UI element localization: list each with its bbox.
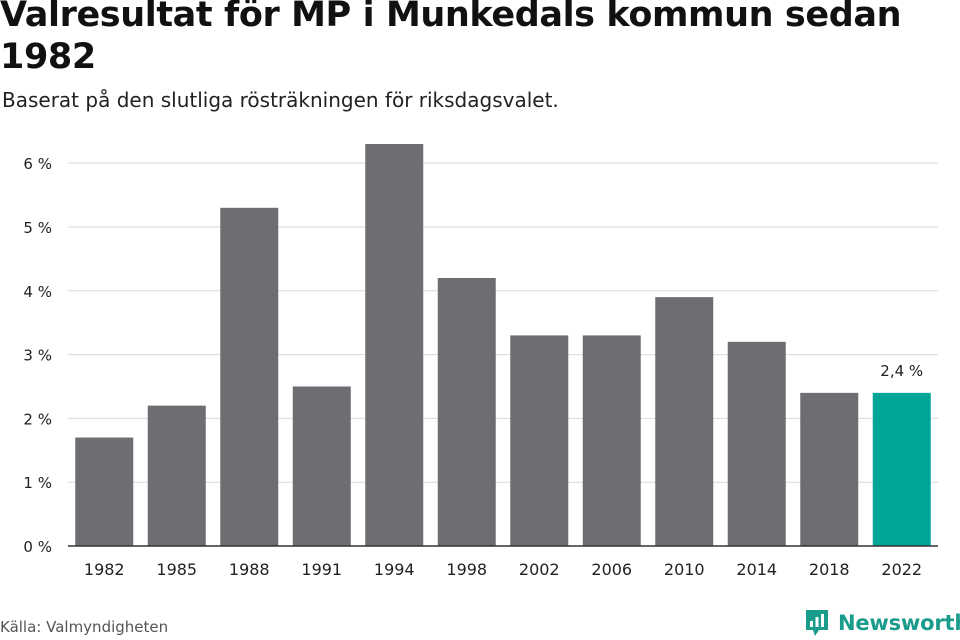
- bar-1982: [75, 437, 134, 546]
- bar-1994: [365, 144, 424, 546]
- y-tick-label: 6 %: [23, 155, 52, 173]
- x-tick-label: 1991: [301, 560, 342, 579]
- bar-2010: [655, 297, 714, 546]
- y-tick-label: 4 %: [23, 283, 52, 301]
- chart-title: Valresultat för MP i Munkedals kommun se…: [0, 0, 902, 77]
- x-tick-label: 2022: [881, 560, 922, 579]
- bar-1991: [292, 386, 351, 546]
- y-tick-label: 3 %: [23, 347, 52, 365]
- x-tick-label: 2010: [664, 560, 705, 579]
- bar-2002: [510, 335, 569, 546]
- x-tick-label: 2014: [736, 560, 777, 579]
- bar-1985: [147, 405, 206, 546]
- source-note: Källa: Valmyndigheten: [0, 618, 169, 636]
- bar-2018: [800, 392, 859, 546]
- data-labels: 2,4 %: [880, 362, 923, 380]
- brand-logo: Newsworthy: [804, 608, 960, 638]
- bar-2006: [582, 335, 641, 546]
- x-tick-label: 1982: [84, 560, 125, 579]
- y-tick-label: 0 %: [23, 538, 52, 556]
- x-tick-label: 2018: [809, 560, 850, 579]
- bar-chart: 0 %1 %2 %3 %4 %5 %6 % 1982 1985 1988 1991 19…: [23, 144, 938, 579]
- data-label-2022: 2,4 %: [880, 362, 923, 380]
- bar-2014: [727, 341, 786, 546]
- bar-2022: [872, 392, 931, 546]
- chart-subtitle: Baserat på den slutliga rösträkningen fö…: [2, 88, 559, 112]
- x-tick-label: 1985: [156, 560, 197, 579]
- bar-1998: [437, 278, 496, 546]
- gridlines: [68, 162, 938, 483]
- y-tick-label: 5 %: [23, 219, 52, 237]
- x-tick-label: 1988: [229, 560, 270, 579]
- y-tick-label: 2 %: [23, 410, 52, 428]
- y-axis-tick-labels: 0 % 1 % 2 % 3 % 4 % 5 % 6 %: [23, 155, 52, 556]
- x-tick-label: 1998: [446, 560, 487, 579]
- bar-1988: [220, 207, 279, 547]
- x-axis-tick-labels: 1982 1985 1988 1991 1994 1998 2002 2006 2010 2014…: [84, 560, 922, 579]
- x-tick-label: 2002: [519, 560, 560, 579]
- x-tick-label: 1994: [374, 560, 415, 579]
- x-tick-label: 2006: [591, 560, 632, 579]
- brand-name: Newsworthy: [838, 611, 960, 635]
- newsworthy-logo-icon: [806, 610, 828, 636]
- y-tick-label: 1 %: [23, 474, 52, 492]
- bars: [75, 144, 931, 547]
